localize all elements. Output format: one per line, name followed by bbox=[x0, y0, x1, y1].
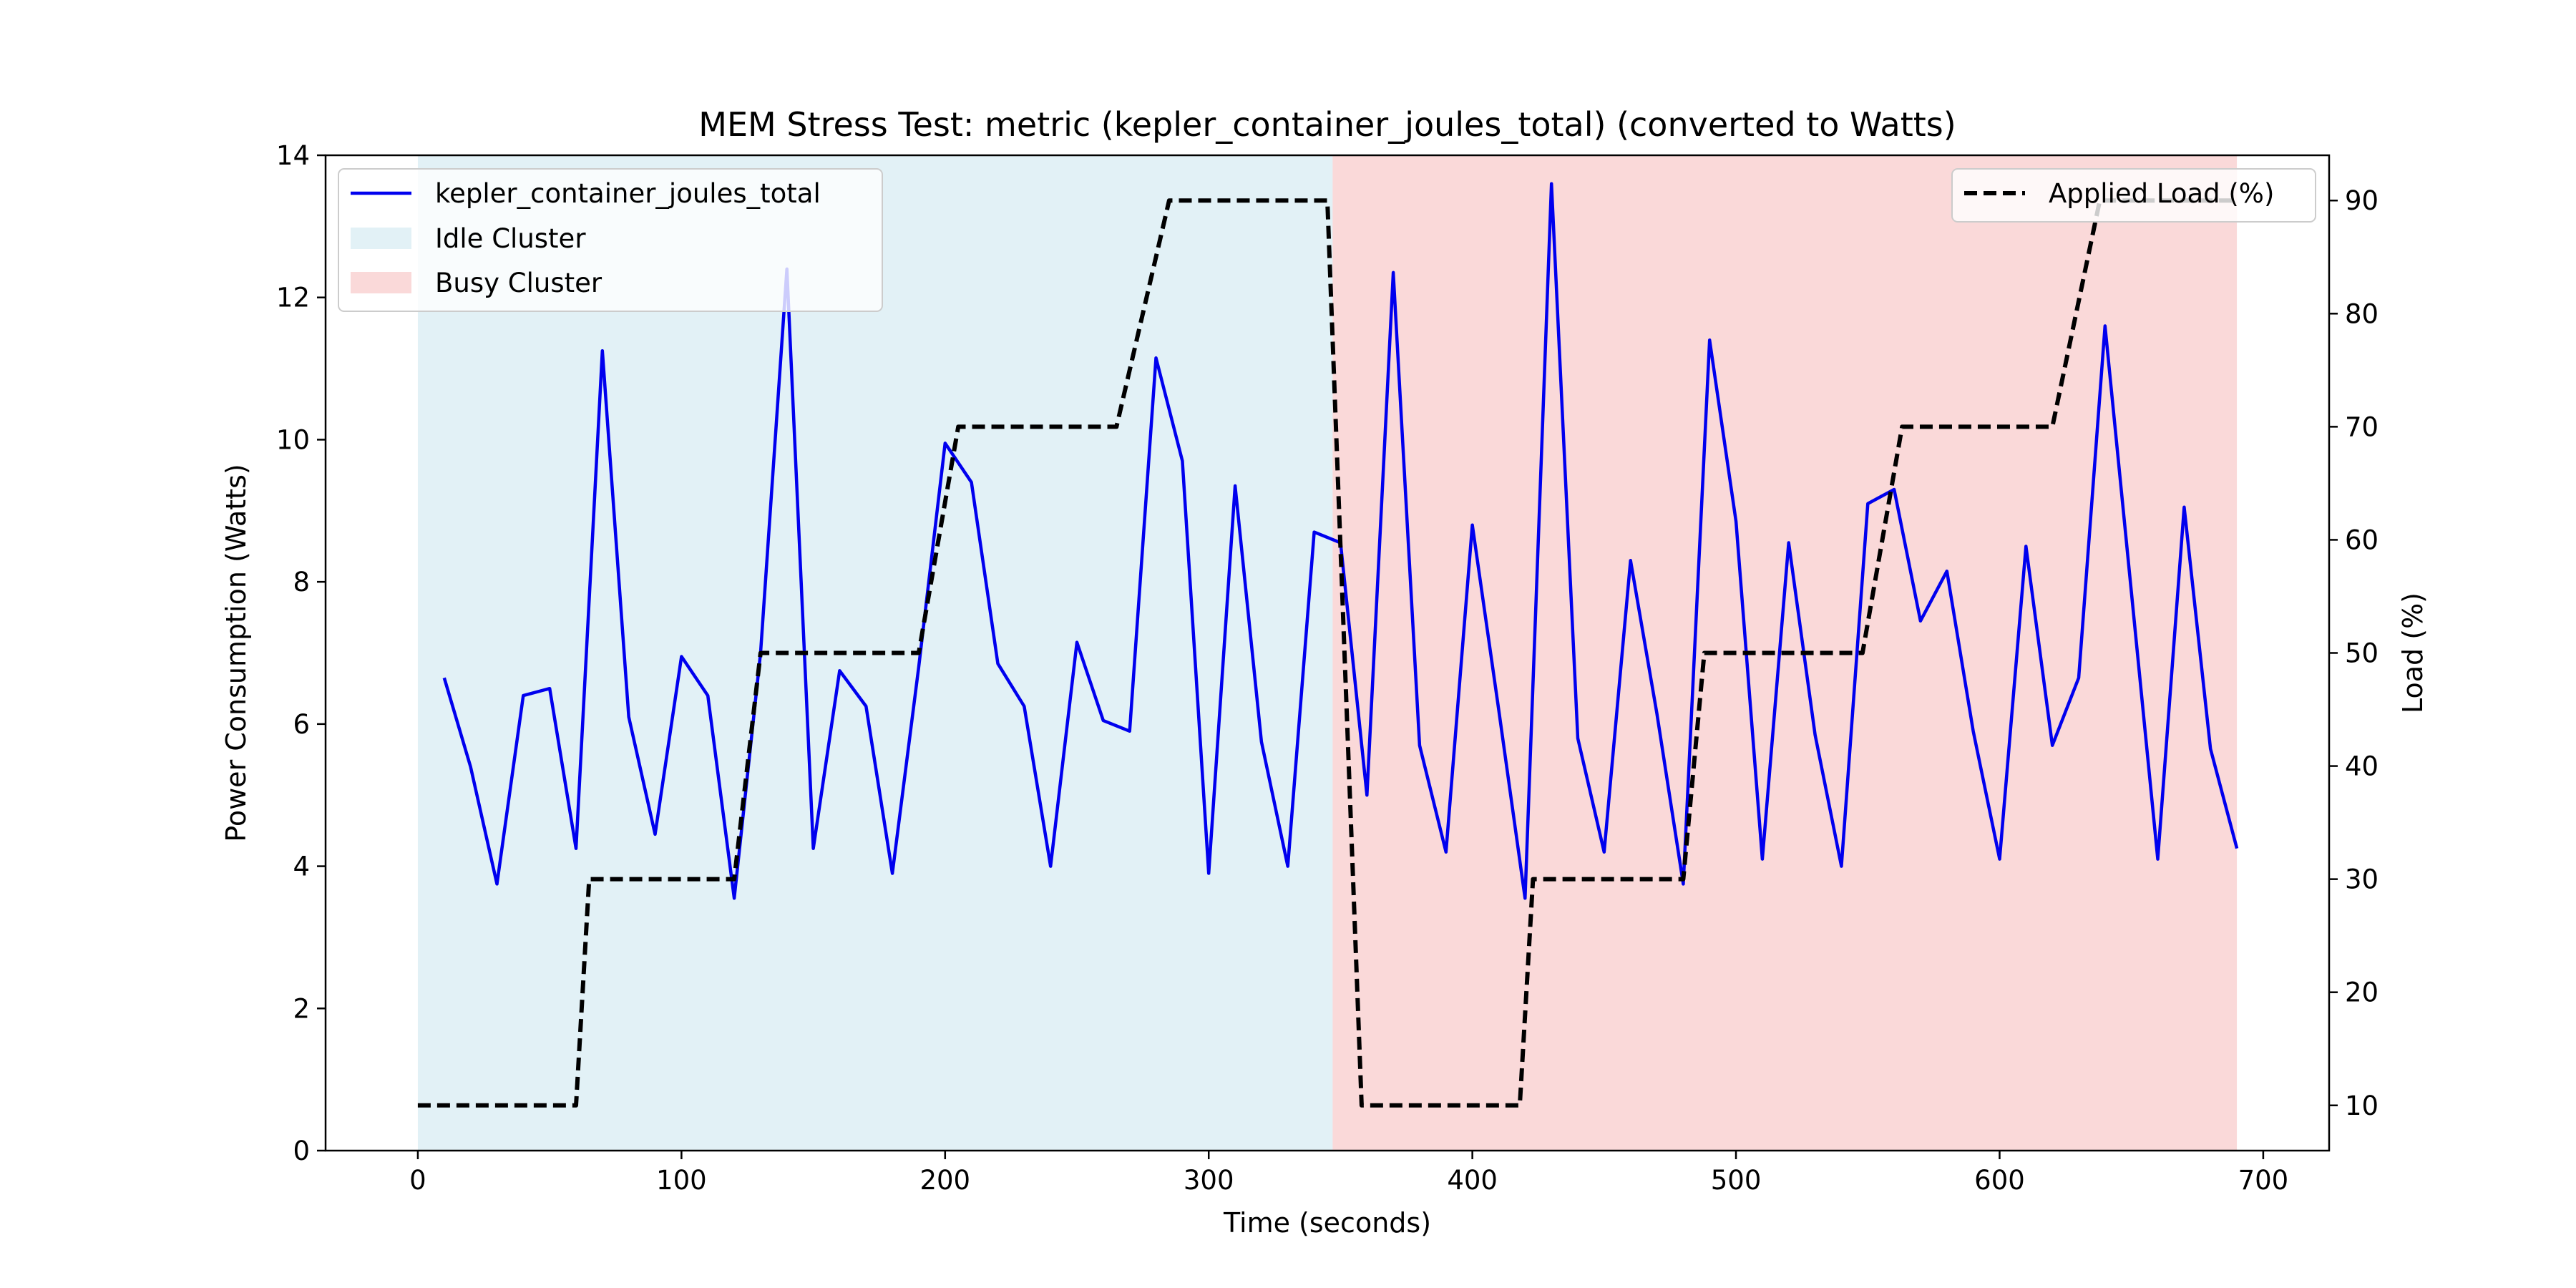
y2-tick-label: 50 bbox=[2345, 638, 2379, 669]
legend-idle-swatch bbox=[351, 228, 411, 249]
x-tick-label: 300 bbox=[1184, 1165, 1234, 1196]
legend-right: Applied Load (%) bbox=[1951, 168, 2316, 223]
legend-busy-label: Busy Cluster bbox=[435, 268, 602, 298]
y2-tick-label: 90 bbox=[2345, 185, 2379, 216]
y-tick-label: 4 bbox=[293, 852, 310, 882]
legend-left: kepler_container_joules_total Idle Clust… bbox=[338, 168, 883, 312]
y-tick-label: 12 bbox=[276, 283, 310, 313]
y-tick-label: 6 bbox=[293, 709, 310, 740]
y-tick-label: 14 bbox=[276, 140, 310, 171]
y2-tick-label: 60 bbox=[2345, 525, 2379, 555]
legend-power-label: kepler_container_joules_total bbox=[435, 178, 821, 209]
legend-left-box bbox=[338, 168, 883, 312]
x-tick-label: 100 bbox=[656, 1165, 707, 1196]
legend-busy-swatch bbox=[351, 272, 411, 293]
x-tick-label: 200 bbox=[919, 1165, 970, 1196]
x-tick-label: 700 bbox=[2238, 1165, 2289, 1196]
y2-tick-label: 80 bbox=[2345, 298, 2379, 329]
y-axis-left: 0 2 4 6 8 10 12 14 bbox=[276, 140, 326, 1166]
y2-axis-label: Load (%) bbox=[2397, 592, 2429, 713]
x-tick-label: 400 bbox=[1447, 1165, 1498, 1196]
chart-title: MEM Stress Test: metric (kepler_containe… bbox=[698, 105, 1956, 144]
y-tick-label: 2 bbox=[293, 993, 310, 1024]
y-axis-label: Power Consumption (Watts) bbox=[220, 464, 252, 841]
y2-tick-label: 70 bbox=[2345, 411, 2379, 442]
y2-tick-label: 30 bbox=[2345, 864, 2379, 895]
x-tick-label: 600 bbox=[1974, 1165, 2025, 1196]
y-axis-right: 10 20 30 40 50 60 70 80 90 bbox=[2329, 185, 2379, 1121]
y2-tick-label: 20 bbox=[2345, 977, 2379, 1008]
legend-idle-label: Idle Cluster bbox=[435, 223, 586, 254]
applied-load-line bbox=[417, 198, 2238, 1108]
series-lines bbox=[417, 182, 2239, 1108]
y2-tick-label: 40 bbox=[2345, 751, 2379, 782]
y-tick-label: 10 bbox=[276, 424, 310, 455]
legend-load-label: Applied Load (%) bbox=[2049, 178, 2274, 209]
y-tick-label: 8 bbox=[293, 567, 310, 597]
x-axis-label: Time (seconds) bbox=[1223, 1207, 1431, 1239]
x-tick-label: 500 bbox=[1711, 1165, 1762, 1196]
legend-right-box bbox=[1951, 168, 2316, 223]
y2-tick-label: 10 bbox=[2345, 1091, 2379, 1121]
y-tick-label: 0 bbox=[293, 1136, 310, 1166]
x-tick-label: 0 bbox=[409, 1165, 426, 1196]
x-axis: 0 100 200 300 400 500 600 700 bbox=[409, 1151, 2288, 1196]
